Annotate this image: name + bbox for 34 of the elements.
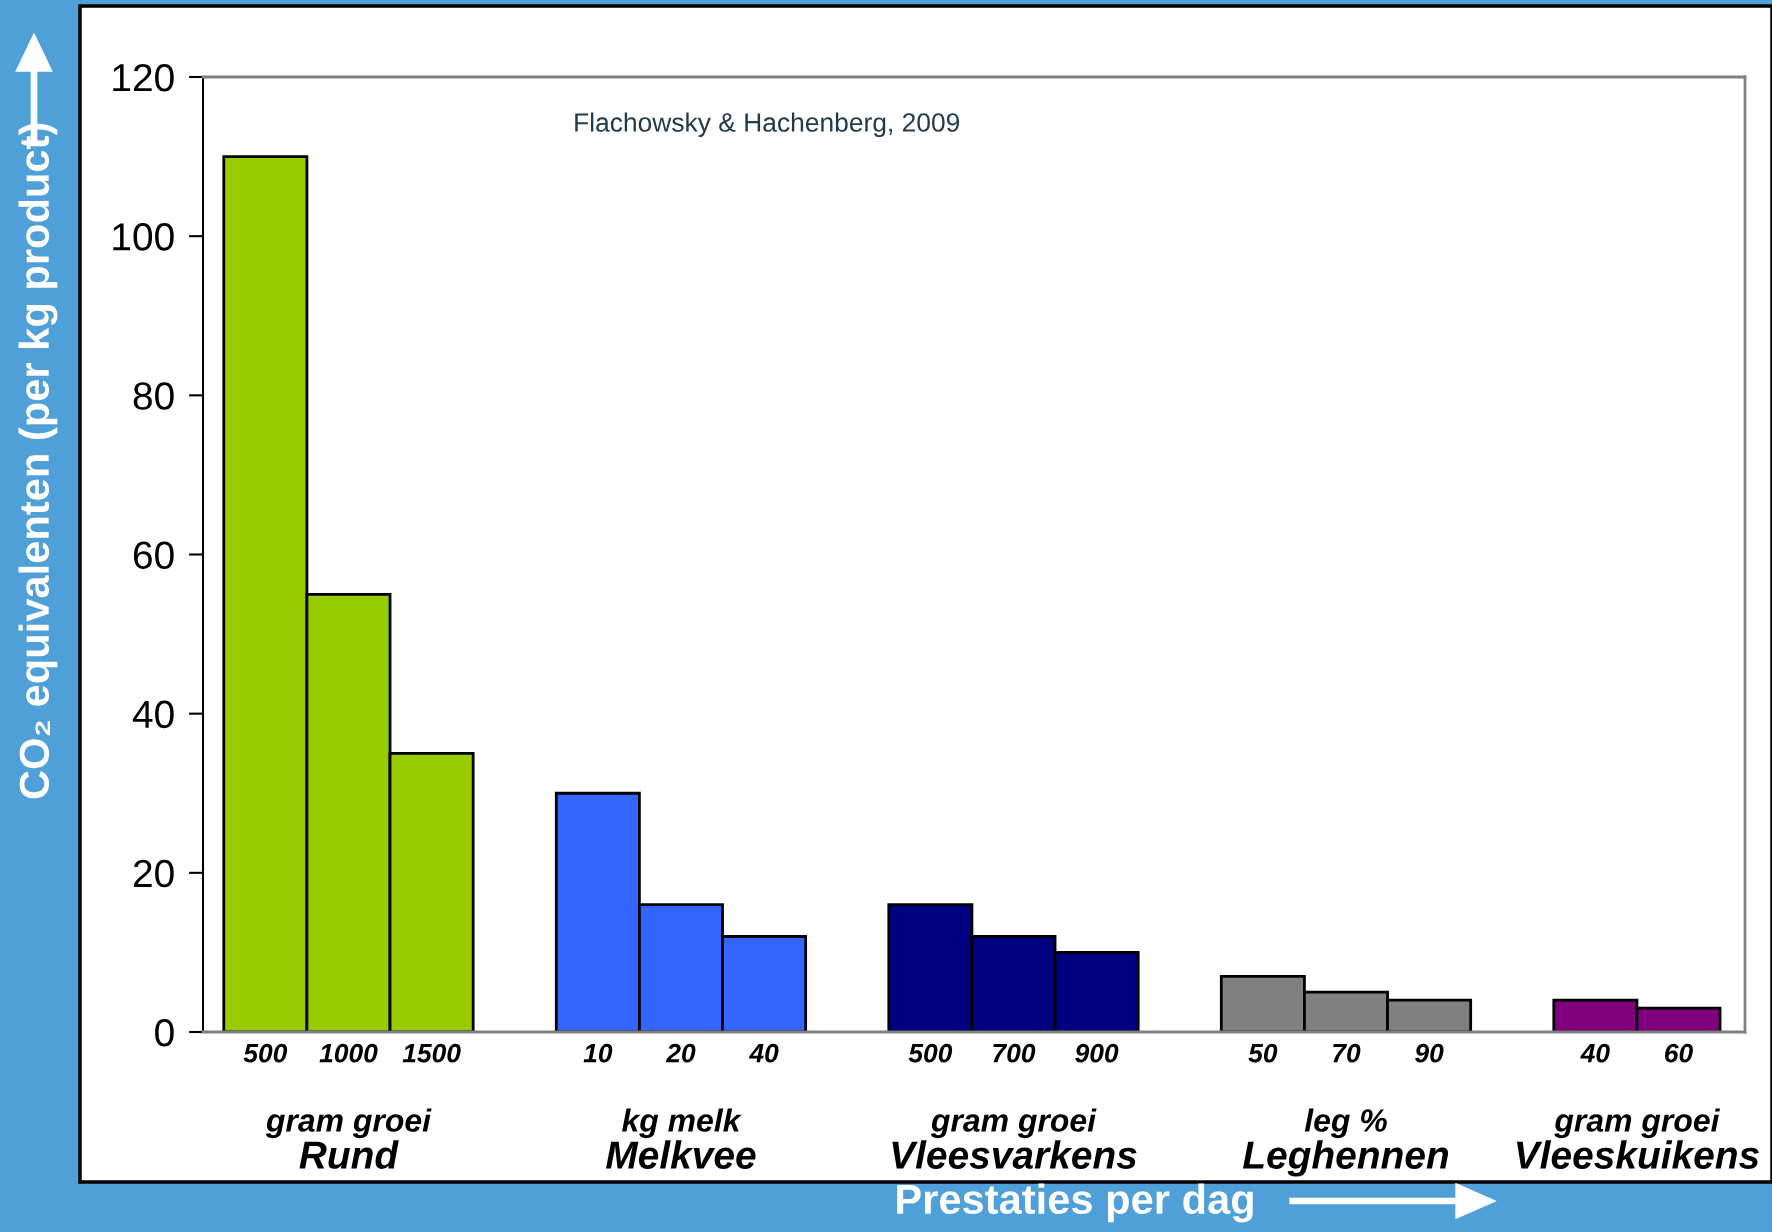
text: Leghennen (1242, 1140, 1449, 1177)
x-tick-label: 70 (1333, 1043, 1361, 1063)
text: Melkvee (606, 1140, 756, 1169)
text: leg % (1304, 1108, 1387, 1139)
y-axis-title: CO₂ equivalenten (per kg product) (18, 123, 58, 799)
x-tick-label: 50 (1248, 1043, 1278, 1063)
text: Rund (299, 1140, 399, 1169)
text: gram groei (1554, 1108, 1721, 1139)
text: gram groei (265, 1108, 432, 1139)
y-tick-label: 20 (133, 859, 174, 888)
x-tick-label: 900 (1075, 1043, 1119, 1063)
y-tick-label: 60 (133, 541, 174, 569)
x-tick-label: 1500 (402, 1043, 461, 1063)
x-tick-label: 40 (748, 1043, 779, 1063)
y-tick-label: 100 (113, 223, 174, 251)
x-tick-label: 90 (1415, 1043, 1444, 1063)
x-tick-label: 1000 (319, 1043, 378, 1063)
x-tick-label: 20 (665, 1043, 696, 1063)
x-tick-label: 60 (1665, 1043, 1693, 1063)
x-axis-title: Prestaties per dag (897, 1183, 1253, 1223)
text: gram groei (930, 1108, 1097, 1139)
text: kg melk (622, 1108, 742, 1139)
text: Vleesvarkens (892, 1140, 1137, 1169)
y-tick-label: 80 (133, 382, 174, 410)
annotation: Flachowsky & Hachenberg, 2009 (575, 112, 960, 138)
x-tick-label: 10 (583, 1043, 613, 1063)
text: Vleeskuikens (1516, 1140, 1759, 1169)
x-tick-label: 40 (1580, 1043, 1610, 1063)
x-tick-label: 500 (908, 1043, 953, 1063)
y-tick-label: 0 (155, 1018, 174, 1047)
x-tick-label: 500 (243, 1043, 288, 1063)
y-tick-label: 40 (132, 700, 174, 729)
y-tick-label: 120 (113, 63, 174, 92)
x-tick-label: 700 (993, 1043, 1036, 1063)
